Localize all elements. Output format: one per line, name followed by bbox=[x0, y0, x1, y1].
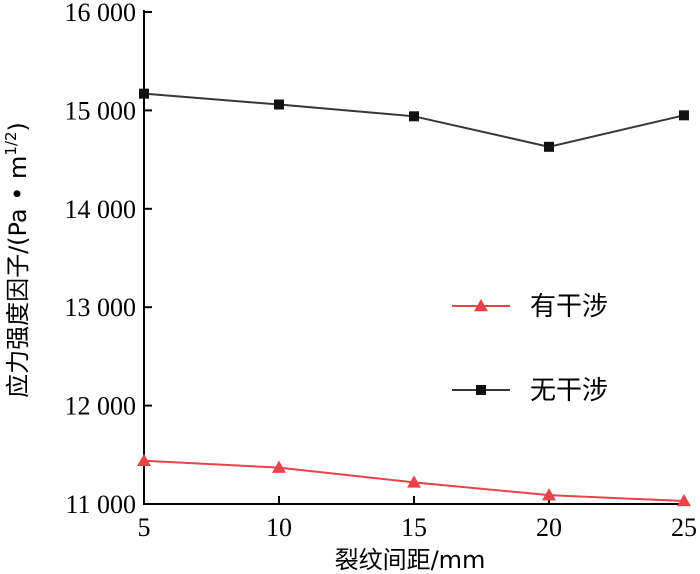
data-point-marker bbox=[139, 88, 149, 99]
data-point-marker bbox=[679, 110, 689, 121]
data-point-marker bbox=[137, 453, 151, 466]
legend-item: 无干涉 bbox=[452, 376, 608, 406]
y-axis-title: 应力强度因子/(Pa • m1/2) bbox=[2, 122, 32, 398]
data-point-marker bbox=[542, 488, 556, 501]
y-axis-title-close: ) bbox=[4, 122, 32, 131]
legend-item: 有干涉 bbox=[452, 292, 608, 322]
x-tick-label: 15 bbox=[401, 513, 427, 542]
legend-label: 有干涉 bbox=[530, 292, 608, 322]
data-point-marker bbox=[677, 494, 691, 507]
x-tick-label: 10 bbox=[266, 513, 292, 542]
legend-marker bbox=[474, 299, 488, 312]
x-axis-title: 裂纹间距/mm bbox=[335, 546, 486, 574]
y-tick-label: 14 000 bbox=[65, 195, 137, 224]
y-tick-label: 16 000 bbox=[65, 0, 137, 27]
data-point-marker bbox=[409, 111, 419, 122]
y-tick-label: 12 000 bbox=[65, 392, 137, 421]
axes bbox=[143, 10, 686, 505]
data-point-marker bbox=[407, 475, 421, 488]
legend-marker bbox=[476, 385, 486, 395]
data-point-marker bbox=[272, 460, 286, 473]
ticks: 11 000 12 000 13 000 14 000 15 000 16 000 5 10 1… bbox=[65, 0, 698, 542]
x-tick-label: 5 bbox=[138, 513, 151, 542]
series-1 bbox=[137, 453, 691, 507]
y-axis-title-main: 应力强度因子/(Pa • m bbox=[4, 156, 32, 398]
series-layer bbox=[137, 88, 691, 507]
y-tick-label: 13 000 bbox=[65, 293, 137, 322]
y-tick-label: 11 000 bbox=[65, 490, 136, 519]
x-tick-label: 25 bbox=[671, 513, 697, 542]
y-tick-label: 15 000 bbox=[65, 96, 137, 125]
data-point-marker bbox=[274, 99, 284, 110]
data-point-marker bbox=[544, 141, 554, 152]
x-tick-label: 20 bbox=[536, 513, 562, 542]
series-2 bbox=[139, 88, 689, 152]
y-axis-title-sup: 1/2 bbox=[2, 131, 20, 155]
legend-label: 无干涉 bbox=[530, 376, 608, 406]
